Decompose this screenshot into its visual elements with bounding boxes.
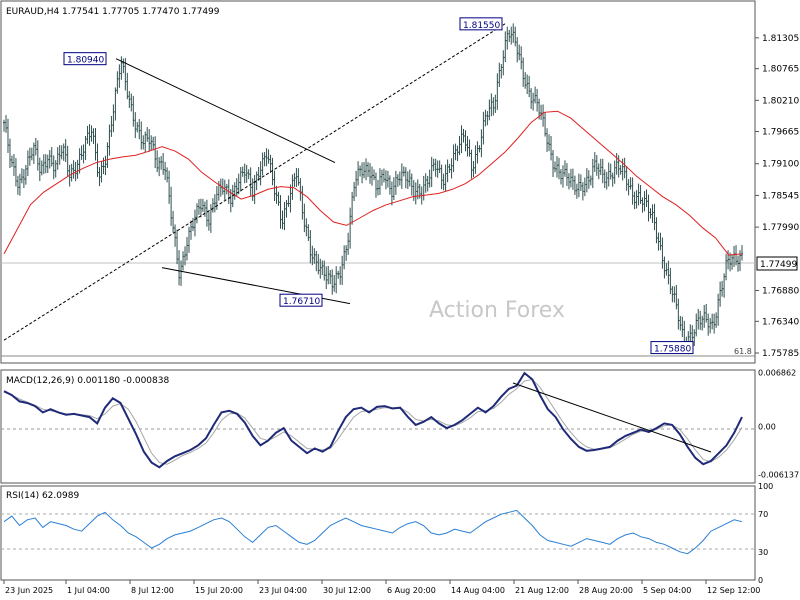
pivot-box <box>650 341 694 355</box>
macd-main-line <box>3 371 743 469</box>
time-tick-label: 12 Sep 12:00 <box>707 586 760 595</box>
price-tick-label: 1.75785 <box>762 349 799 359</box>
pivot-label: 1.76710 <box>283 297 320 307</box>
pivot-label: 1.81550 <box>463 21 500 31</box>
rsi-tick-label: 30 <box>758 548 768 557</box>
time-tick-label: 21 Aug 12:00 <box>515 586 569 595</box>
pivot-box <box>279 293 323 307</box>
time-tick-label: 1 Jul 04:00 <box>67 586 110 595</box>
time-tick-label: 14 Aug 04:00 <box>451 586 505 595</box>
macd-tick-label: -0.006137 <box>758 471 799 480</box>
pivot-box <box>459 17 503 31</box>
current-price-label: 1.77499 <box>760 260 797 270</box>
moving-average-line <box>3 110 743 256</box>
time-tick-label: 5 Sep 04:00 <box>643 586 691 595</box>
price-bars <box>3 23 743 355</box>
pivot-labels: 1.80940 1.81550 1.76710 1.75880 <box>63 17 694 355</box>
time-tick-label: 6 Aug 20:00 <box>387 586 436 595</box>
macd-trendline <box>512 382 712 453</box>
time-tick-label: 30 Jul 12:00 <box>323 586 371 595</box>
pivot-label: 1.75880 <box>654 345 691 355</box>
time-tick-label: 23 Jul 04:00 <box>259 586 307 595</box>
time-tick-label: 8 Jul 12:00 <box>131 586 174 595</box>
price-tick-label: 1.77990 <box>762 223 799 233</box>
current-price-badge <box>756 256 798 271</box>
rsi-axis-ticks: 100 70 30 0 <box>758 482 773 585</box>
time-axis-ticks: 23 Jun 2025 1 Jul 04:00 8 Jul 12:00 15 Jul … <box>3 580 760 595</box>
trendline <box>115 58 336 164</box>
price-tick-label: 1.80210 <box>762 96 799 106</box>
rsi-tick-label: 70 <box>758 510 768 519</box>
watermark: Action Forex <box>429 298 565 323</box>
macd-axis-ticks: 0.006862 0.00 -0.006137 <box>758 369 799 480</box>
rsi-panel-frame <box>0 485 756 581</box>
rsi-tick-label: 0 <box>758 576 763 585</box>
rsi-title: RSI(14) 62.0989 <box>6 491 79 501</box>
price-tick-label: 1.79665 <box>762 127 799 137</box>
rsi-line <box>3 509 743 555</box>
macd-panel-frame <box>0 369 756 484</box>
time-tick-label: 23 Jun 2025 <box>5 586 53 595</box>
pivot-label: 1.80940 <box>67 56 104 66</box>
price-tick-label: 1.79100 <box>762 160 799 170</box>
fib-618-label: 61.8 <box>734 347 752 356</box>
price-axis-ticks: 1.81305 1.80765 1.80210 1.79665 1.79100 1.785… <box>755 34 799 359</box>
macd-tick-label: 0.006862 <box>758 369 796 378</box>
time-tick-label: 28 Aug 20:00 <box>579 586 633 595</box>
price-tick-label: 1.78545 <box>762 191 799 201</box>
macd-title: MACD(12,26,9) 0.001180 -0.000838 <box>6 376 169 386</box>
price-tick-label: 1.81305 <box>762 34 799 44</box>
price-tick-label: 1.80765 <box>762 65 799 75</box>
macd-tick-label: 0.00 <box>758 423 776 432</box>
rsi-tick-label: 100 <box>758 482 773 491</box>
price-tick-label: 1.76340 <box>762 317 799 327</box>
price-tick-label: 1.76880 <box>762 286 799 296</box>
chart-header: EURAUD,H4 1.77541 1.77705 1.77470 1.7749… <box>6 7 220 17</box>
time-tick-label: 15 Jul 20:00 <box>195 586 243 595</box>
pivot-box <box>63 52 107 66</box>
trendline-dashed <box>3 23 506 341</box>
